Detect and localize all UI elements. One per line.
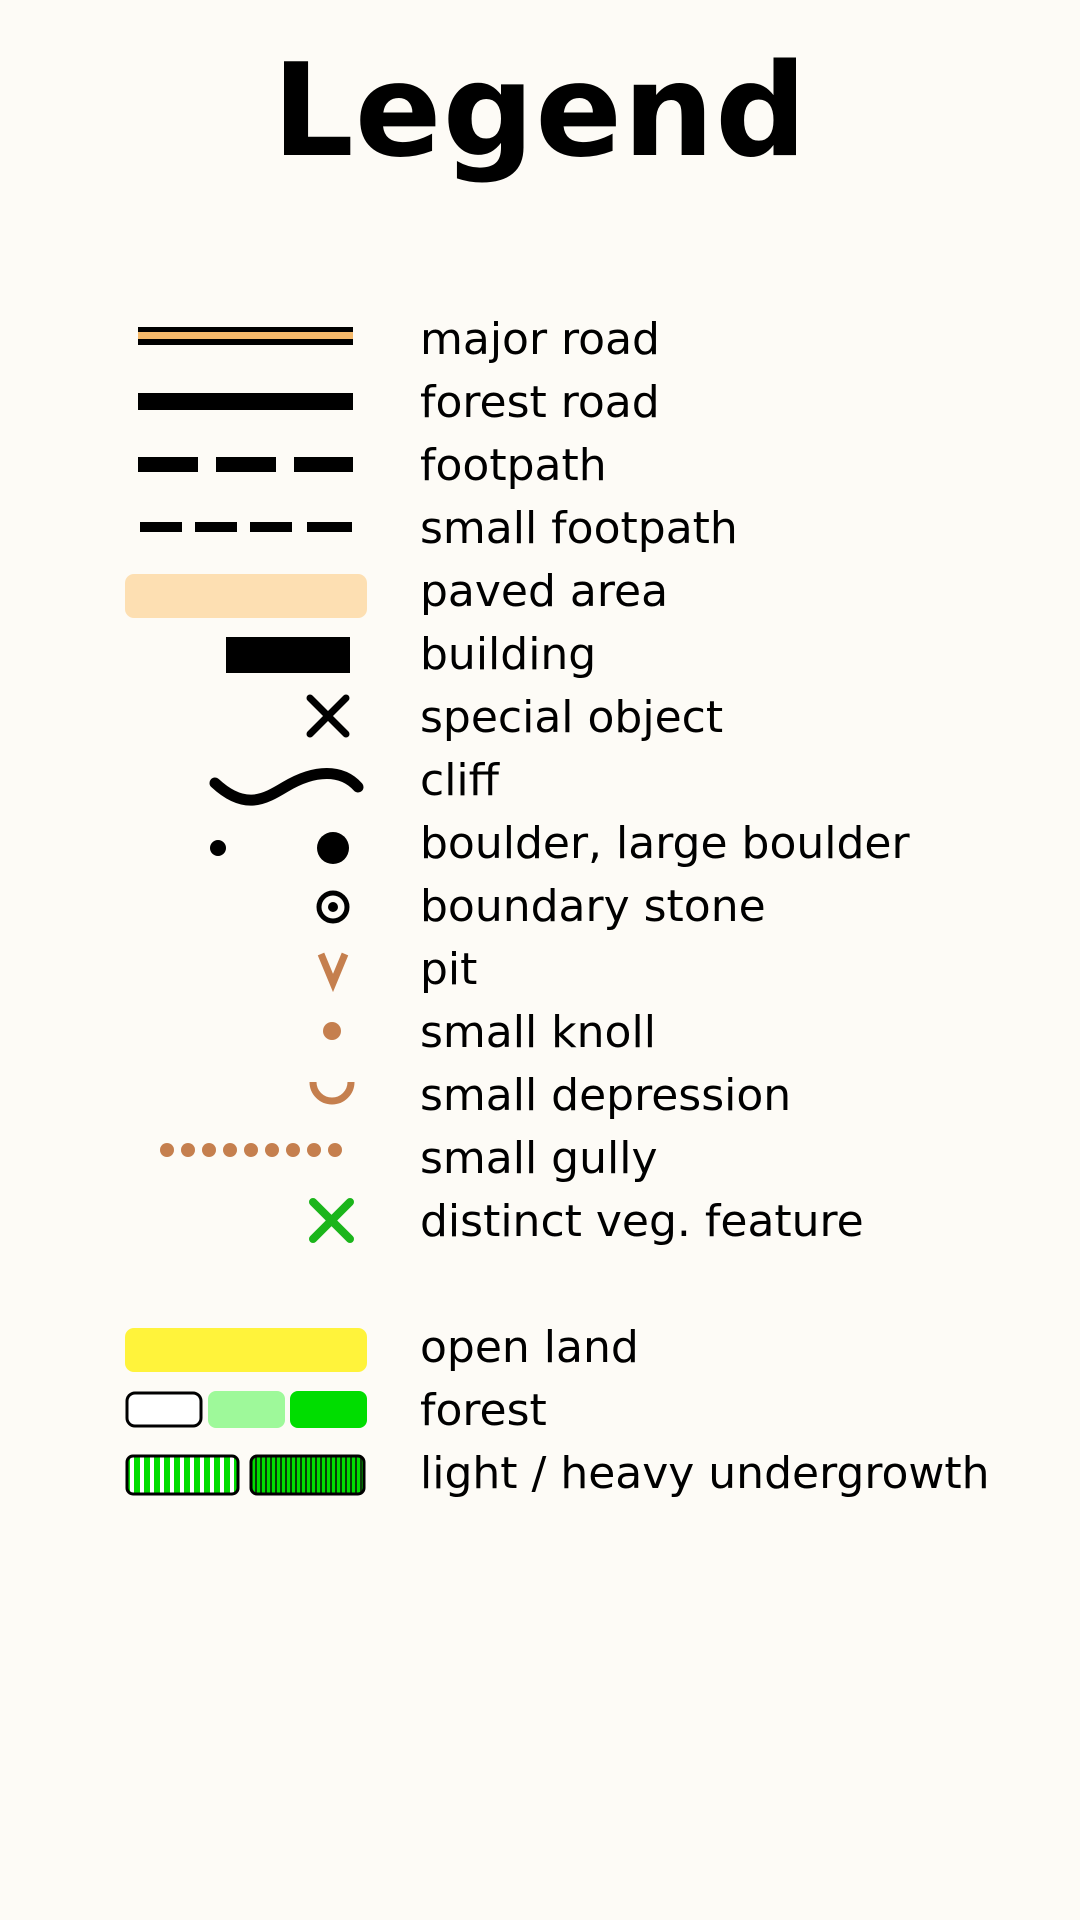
legend-row-small-gully: small gully (0, 1127, 1080, 1190)
paved-area-symbol (120, 560, 370, 623)
forest-road-symbol (120, 371, 370, 434)
small-knoll-dot-icon (120, 1001, 370, 1064)
legend-row-cliff: cliff (0, 749, 1080, 812)
legend-label: building (420, 629, 597, 680)
legend-label: light / heavy undergrowth (420, 1448, 990, 1499)
small-gully-dotted-line-icon (120, 1127, 370, 1190)
legend-label: cliff (420, 755, 499, 806)
legend-row-veg-feature: distinct veg. feature (0, 1190, 1080, 1253)
legend-row-footpath: footpath (0, 434, 1080, 497)
legend-row-small-knoll: small knoll (0, 1001, 1080, 1064)
small-footpath-symbol (120, 497, 370, 560)
open-land-swatch (120, 1316, 370, 1379)
legend-label: footpath (420, 440, 607, 491)
legend-label: small depression (420, 1070, 792, 1121)
legend-title: Legend (272, 37, 808, 186)
cliff-symbol (120, 749, 370, 812)
legend-label: small footpath (420, 503, 738, 554)
boundary-stone-icon (120, 875, 370, 938)
legend-label: special object (420, 692, 724, 743)
undergrowth-swatches (120, 1442, 370, 1505)
legend-label: boulder, large boulder (420, 818, 910, 869)
vegetation-feature-x-icon (120, 1190, 370, 1253)
boulder-dots-icon (120, 812, 370, 875)
building-symbol (120, 623, 370, 686)
legend-row-major-road: major road (0, 308, 1080, 371)
small-depression-arc-icon (120, 1064, 370, 1127)
footpath-symbol (120, 434, 370, 497)
legend-row-forest-road: forest road (0, 371, 1080, 434)
legend-row-pit: pit (0, 938, 1080, 1001)
legend-label: paved area (420, 566, 669, 617)
legend-label: distinct veg. feature (420, 1196, 864, 1247)
legend-label: forest (420, 1385, 547, 1436)
legend-label: forest road (420, 377, 660, 428)
pit-v-icon (120, 938, 370, 1001)
legend-row-forest: forest (0, 1379, 1080, 1442)
legend-label: open land (420, 1322, 639, 1373)
legend-row-boulder: boulder, large boulder (0, 812, 1080, 875)
major-road-symbol (120, 308, 370, 371)
forest-swatches (120, 1379, 370, 1442)
legend-row-small-depression: small depression (0, 1064, 1080, 1127)
legend-label: small gully (420, 1133, 658, 1184)
legend-row-building: building (0, 623, 1080, 686)
special-object-x-icon (120, 686, 370, 749)
legend-label: boundary stone (420, 881, 766, 932)
legend-row-open-land: open land (0, 1316, 1080, 1379)
legend-row-undergrowth: light / heavy undergrowth (0, 1442, 1080, 1505)
legend-label: small knoll (420, 1007, 656, 1058)
legend-label: pit (420, 944, 478, 995)
legend-row-small-footpath: small footpath (0, 497, 1080, 560)
legend-row-special-object: special object (0, 686, 1080, 749)
legend-row-boundary-stone: boundary stone (0, 875, 1080, 938)
legend-row-paved-area: paved area (0, 560, 1080, 623)
legend-label: major road (420, 314, 660, 365)
